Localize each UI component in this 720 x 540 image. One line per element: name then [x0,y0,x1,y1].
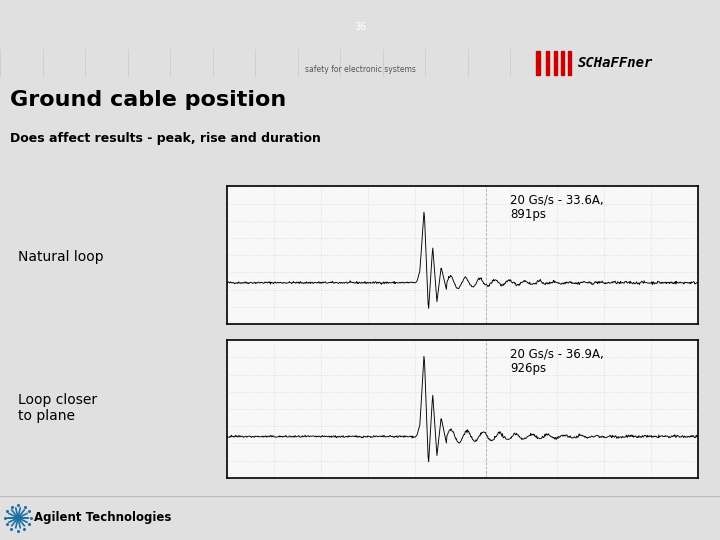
Text: Ground cable position: Ground cable position [10,90,287,110]
Text: safety for electronic systems: safety for electronic systems [305,65,415,73]
Text: Loop closer
to plane: Loop closer to plane [18,393,97,423]
Text: 20 Gs/s - 36.9A,
926ps: 20 Gs/s - 36.9A, 926ps [510,347,603,375]
Text: Does affect results - peak, rise and duration: Does affect results - peak, rise and dur… [10,132,321,145]
Bar [568,51,571,75]
Text: 36: 36 [354,22,366,32]
Text: SCHaFFner: SCHaFFner [578,56,653,70]
Text: 20 Gs/s - 33.6A,
891ps: 20 Gs/s - 33.6A, 891ps [510,193,603,221]
Bar [561,51,564,75]
Text: Natural loop: Natural loop [18,249,104,264]
Bar [554,51,557,75]
Bar [536,51,540,75]
Text: Agilent Technologies: Agilent Technologies [34,511,171,524]
Bar [546,51,549,75]
